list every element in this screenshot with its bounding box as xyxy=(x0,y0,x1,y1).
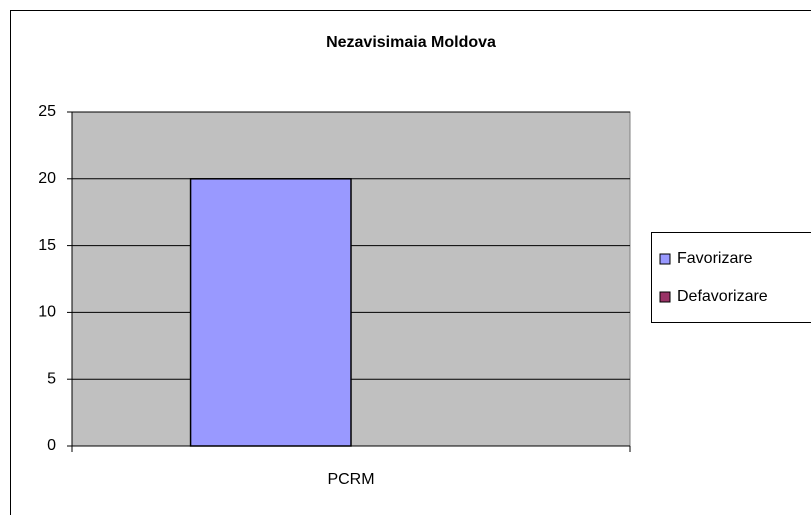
chart-title: Nezavisimaia Moldova xyxy=(326,34,496,51)
y-tick-label: 10 xyxy=(38,304,56,321)
bar xyxy=(189,178,352,447)
y-tick-label: 20 xyxy=(38,170,56,187)
y-tick-label: 5 xyxy=(47,370,56,387)
y-tick-label: 0 xyxy=(47,437,56,454)
legend-label: Defavorizare xyxy=(677,288,768,305)
legend-box xyxy=(651,232,811,323)
legend-swatch xyxy=(659,253,671,265)
y-tick-label: 15 xyxy=(38,237,56,254)
legend-label: Favorizare xyxy=(677,250,753,267)
x-tick-label: PCRM xyxy=(327,471,374,488)
y-tick-label: 25 xyxy=(38,103,56,120)
legend-swatch xyxy=(659,291,671,303)
